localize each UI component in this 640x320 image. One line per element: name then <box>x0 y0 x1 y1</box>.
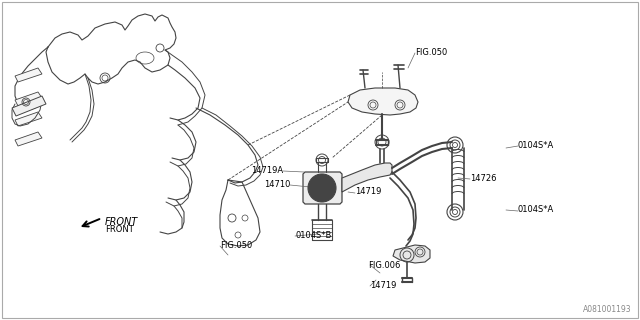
Text: FRONT: FRONT <box>105 226 134 235</box>
Text: 0104S*A: 0104S*A <box>518 140 554 149</box>
Polygon shape <box>303 172 342 204</box>
Polygon shape <box>12 96 46 116</box>
Text: 0104S*A: 0104S*A <box>518 205 554 214</box>
Text: FRONT: FRONT <box>105 217 138 227</box>
Polygon shape <box>342 163 392 192</box>
Text: A081001193: A081001193 <box>584 305 632 314</box>
Text: 0104S*B: 0104S*B <box>295 230 332 239</box>
Circle shape <box>317 183 327 193</box>
Text: FIG.050: FIG.050 <box>220 241 252 250</box>
Polygon shape <box>15 92 42 106</box>
Polygon shape <box>393 245 430 263</box>
Text: FIG.050: FIG.050 <box>415 47 447 57</box>
Polygon shape <box>15 68 42 82</box>
Polygon shape <box>15 112 42 126</box>
Text: 14719: 14719 <box>355 188 381 196</box>
Text: 14726: 14726 <box>470 173 497 182</box>
Text: 14719A: 14719A <box>251 165 283 174</box>
Text: FIG.006: FIG.006 <box>368 260 401 269</box>
Circle shape <box>308 174 336 202</box>
Text: 14719: 14719 <box>370 281 396 290</box>
Polygon shape <box>348 88 418 115</box>
Polygon shape <box>15 132 42 146</box>
Text: 14710: 14710 <box>264 180 290 188</box>
